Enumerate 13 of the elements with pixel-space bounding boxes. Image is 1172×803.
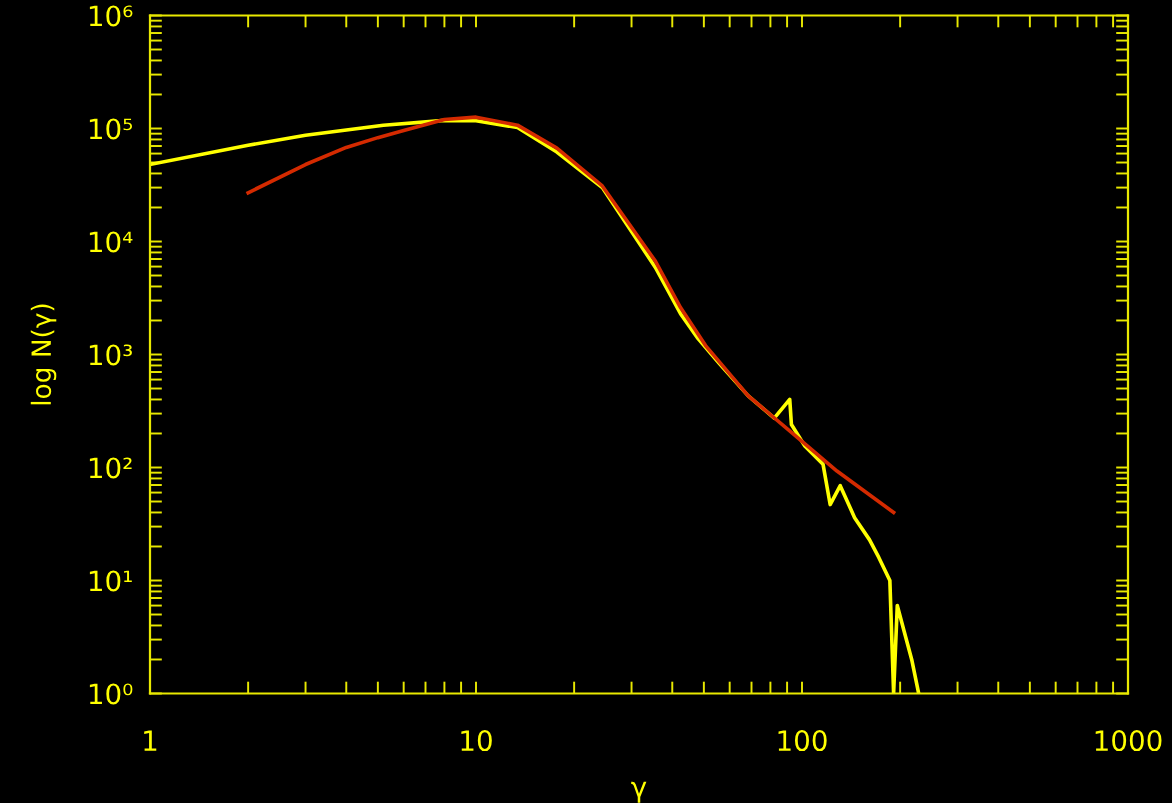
x-tick-label: 1000 — [1095, 730, 1162, 752]
y-tick-label: 10⁵ — [89, 118, 132, 140]
y-axis-title: log N(γ) — [30, 304, 57, 405]
y-tick-label: 10⁴ — [89, 231, 133, 253]
x-axis-title: γ — [631, 781, 647, 803]
y-tick-label: 10³ — [89, 344, 132, 366]
y-tick-label: 10⁰ — [89, 683, 133, 705]
x-tick-label: 1 — [144, 730, 157, 751]
x-tick-label: 10 — [461, 730, 492, 752]
x-tick-label: 100 — [778, 730, 827, 752]
y-tick-label: 10² — [89, 457, 132, 479]
y-tick-label: 10¹ — [89, 570, 132, 592]
y-tick-label: 10⁶ — [89, 5, 133, 27]
